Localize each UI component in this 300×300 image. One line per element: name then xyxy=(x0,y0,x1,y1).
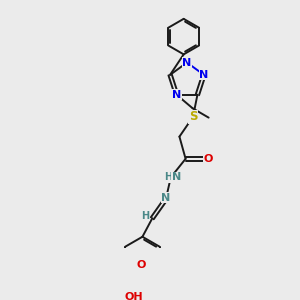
Text: N: N xyxy=(199,70,208,80)
Text: H: H xyxy=(141,211,149,221)
Text: N: N xyxy=(172,90,181,100)
Text: N: N xyxy=(161,193,170,203)
Text: N: N xyxy=(172,172,181,182)
Text: OH: OH xyxy=(124,292,143,300)
Text: O: O xyxy=(204,154,213,164)
Text: S: S xyxy=(189,110,197,123)
Text: N: N xyxy=(182,58,192,68)
Text: O: O xyxy=(136,260,146,270)
Text: H: H xyxy=(164,172,172,182)
